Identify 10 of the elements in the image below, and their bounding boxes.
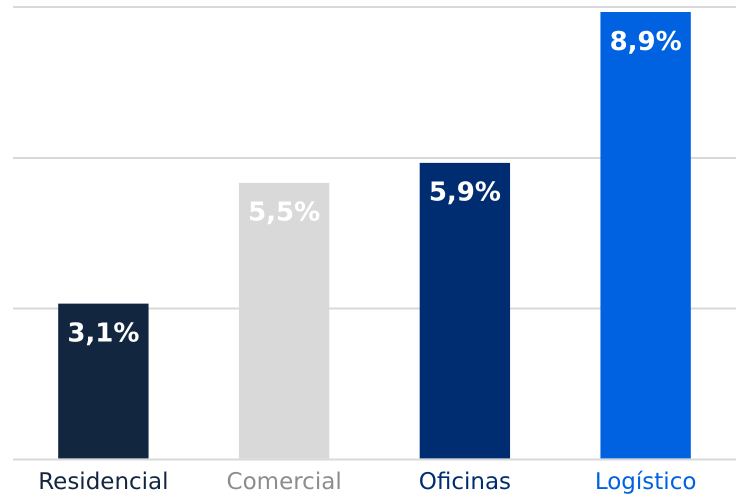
data-label: 8,9% xyxy=(610,26,682,57)
bar xyxy=(600,12,691,458)
x-tick-label: Oficinas xyxy=(418,469,512,496)
bar xyxy=(420,162,510,458)
data-label: 3,1% xyxy=(67,318,140,348)
data-label: 5,9% xyxy=(428,178,501,208)
bar xyxy=(58,304,149,458)
x-tick-label: Comercial xyxy=(226,469,342,496)
x-tick-label: Logístico xyxy=(594,469,696,496)
x-tick-label: Residencial xyxy=(38,469,169,496)
